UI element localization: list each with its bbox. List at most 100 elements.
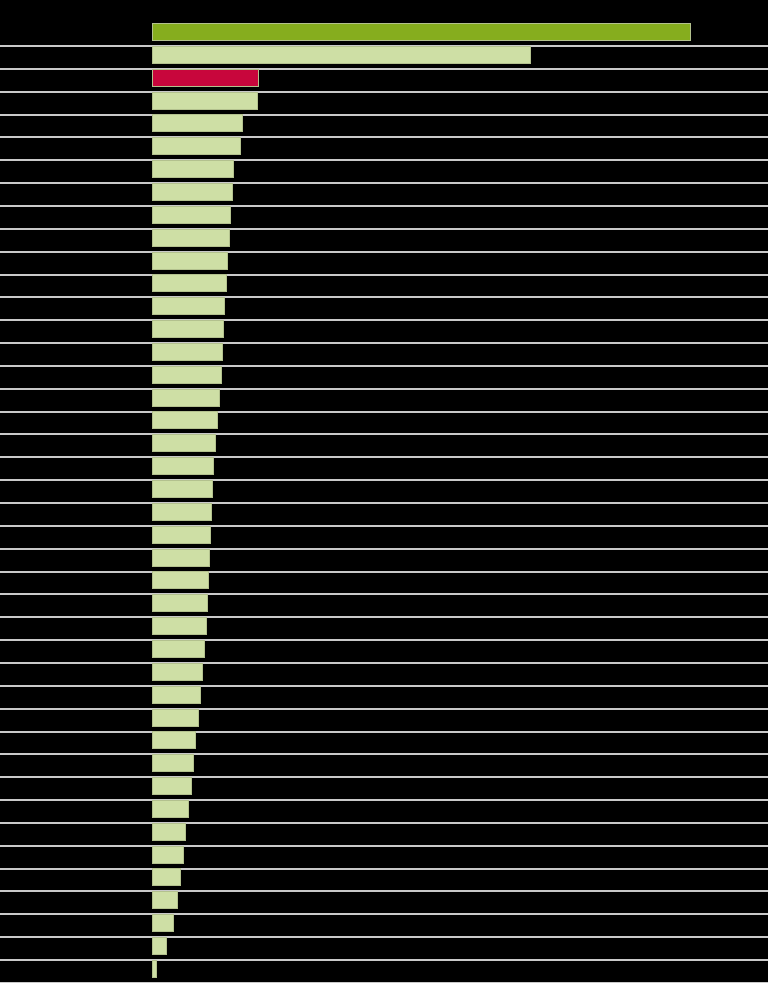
bar[interactable]: [152, 457, 214, 475]
bar-row: [0, 432, 768, 455]
bar[interactable]: [152, 137, 241, 155]
bar[interactable]: [152, 709, 199, 727]
gridline: [0, 845, 768, 847]
gridline: [0, 456, 768, 458]
bar-row: [0, 21, 768, 44]
gridline: [0, 342, 768, 344]
bar[interactable]: [152, 846, 184, 864]
bar[interactable]: [152, 320, 224, 338]
gridline: [0, 433, 768, 435]
bar-row: [0, 227, 768, 250]
bar[interactable]: [152, 434, 216, 452]
bar[interactable]: [152, 937, 167, 955]
bar[interactable]: [152, 183, 233, 201]
bar-row: [0, 524, 768, 547]
bar[interactable]: [152, 69, 259, 87]
bar-row: [0, 729, 768, 752]
bar[interactable]: [152, 297, 225, 315]
bar-row: [0, 889, 768, 912]
bar-row: [0, 67, 768, 90]
gridline: [0, 502, 768, 504]
gridline: [0, 388, 768, 390]
bar[interactable]: [152, 206, 231, 224]
bar[interactable]: [152, 868, 181, 886]
bar[interactable]: [152, 480, 213, 498]
bar-row: [0, 272, 768, 295]
bar[interactable]: [152, 252, 228, 270]
bar-row: [0, 958, 768, 981]
bar[interactable]: [152, 526, 211, 544]
gridline: [0, 251, 768, 253]
bar[interactable]: [152, 617, 207, 635]
bar[interactable]: [152, 160, 234, 178]
bar-row: [0, 455, 768, 478]
gridline: [0, 319, 768, 321]
bar[interactable]: [152, 411, 218, 429]
bar[interactable]: [152, 731, 196, 749]
bar[interactable]: [152, 640, 205, 658]
bar-row: [0, 204, 768, 227]
bar-row: [0, 318, 768, 341]
bar-row: [0, 866, 768, 889]
bar-row: [0, 569, 768, 592]
gridline: [0, 593, 768, 595]
gridline: [0, 639, 768, 641]
bar-row: [0, 684, 768, 707]
bar[interactable]: [152, 754, 194, 772]
gridline: [0, 548, 768, 550]
gridline: [0, 913, 768, 915]
bar-row: [0, 501, 768, 524]
gridline: [0, 136, 768, 138]
bar[interactable]: [152, 92, 258, 110]
bar[interactable]: [152, 503, 212, 521]
bar[interactable]: [152, 777, 192, 795]
gridline: [0, 296, 768, 298]
gridline: [0, 274, 768, 276]
bar[interactable]: [152, 274, 227, 292]
bar-row: [0, 364, 768, 387]
bar[interactable]: [152, 571, 209, 589]
bar[interactable]: [152, 46, 531, 64]
bar-row: [0, 135, 768, 158]
gridline: [0, 525, 768, 527]
bar-row: [0, 935, 768, 958]
bar[interactable]: [152, 229, 230, 247]
bar[interactable]: [152, 594, 208, 612]
bar[interactable]: [152, 114, 243, 132]
gridline: [0, 616, 768, 618]
bar[interactable]: [152, 686, 201, 704]
gridline: [0, 479, 768, 481]
gridline: [0, 228, 768, 230]
bar[interactable]: [152, 23, 691, 41]
gridline: [0, 708, 768, 710]
gridline: [0, 114, 768, 116]
bar[interactable]: [152, 914, 174, 932]
bar[interactable]: [152, 366, 222, 384]
bar-row: [0, 752, 768, 775]
bar[interactable]: [152, 343, 223, 361]
bar-row: [0, 44, 768, 67]
bar-row: [0, 409, 768, 432]
bar-row: [0, 90, 768, 113]
gridline: [0, 571, 768, 573]
bar-row: [0, 707, 768, 730]
bar-row: [0, 638, 768, 661]
gridline: [0, 799, 768, 801]
gridline: [0, 662, 768, 664]
bar[interactable]: [152, 800, 189, 818]
bar[interactable]: [152, 389, 220, 407]
bar-row: [0, 341, 768, 364]
bar[interactable]: [152, 823, 186, 841]
gridline: [0, 776, 768, 778]
bar[interactable]: [152, 549, 210, 567]
gridline: [0, 731, 768, 733]
bar[interactable]: [152, 960, 157, 978]
bar-row: [0, 547, 768, 570]
bar-row: [0, 181, 768, 204]
bar[interactable]: [152, 663, 203, 681]
gridline: [0, 411, 768, 413]
bar-row: [0, 661, 768, 684]
bar[interactable]: [152, 891, 178, 909]
